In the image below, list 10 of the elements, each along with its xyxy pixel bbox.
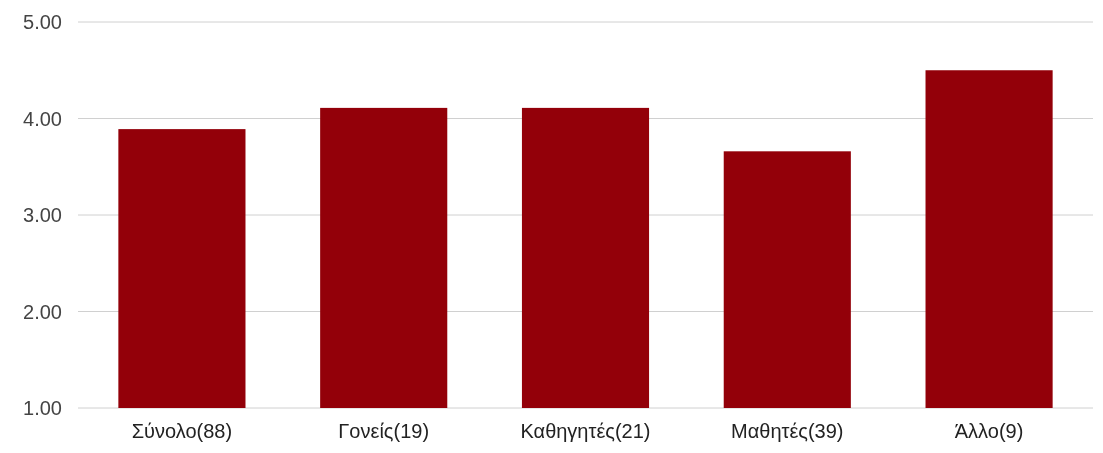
x-tick-label: Άλλο(9) bbox=[954, 420, 1024, 442]
x-tick-label: Μαθητές(39) bbox=[731, 420, 844, 442]
x-tick-label: Καθηγητές(21) bbox=[520, 420, 651, 442]
y-tick-label: 2.00 bbox=[23, 300, 62, 323]
x-tick-label: Σύνολο(88) bbox=[131, 420, 233, 442]
x-tick-label: Γονείς(19) bbox=[338, 420, 430, 442]
y-tick-label: 5.00 bbox=[23, 11, 62, 33]
y-tick-label: 4.00 bbox=[23, 107, 62, 130]
y-tick-label: 1.00 bbox=[23, 397, 62, 419]
y-tick-label: 3.00 bbox=[23, 204, 62, 226]
